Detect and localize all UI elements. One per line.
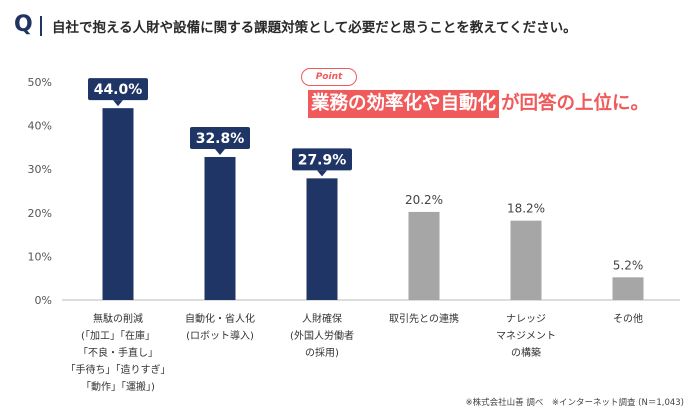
category-label: (「加工」「在庫」 [81, 329, 155, 342]
data-label: 20.2% [405, 193, 443, 207]
question-text: 自社で抱える人財や設備に関する課題対策として必要だと思うことを教えてください。 [52, 20, 577, 36]
y-tick-label: 0% [35, 294, 52, 307]
data-label: 32.8% [196, 131, 245, 147]
y-tick-label: 20% [28, 207, 52, 220]
point-badge: Point [301, 68, 357, 86]
data-label: 27.9% [298, 152, 347, 168]
category-label: 「不良・手直し」 [78, 346, 158, 359]
bar [510, 220, 542, 300]
y-tick-label: 30% [28, 163, 52, 176]
value-label-box [292, 148, 352, 171]
y-tick-label: 40% [28, 120, 52, 133]
category-label: の採用) [305, 346, 339, 359]
value-label-box [88, 78, 148, 101]
value-label-pointer [215, 148, 225, 155]
question-mark-label: Q [14, 12, 33, 37]
category-label: 人財確保 [302, 312, 342, 325]
category-label: 「手待ち」「造りすぎ」 [66, 363, 171, 376]
bar [204, 156, 236, 300]
category-label: の構築 [511, 346, 541, 359]
category-label: (ロボット導入) [186, 329, 254, 342]
category-label: 自動化・省人化 [185, 312, 255, 325]
data-label: 5.2% [613, 258, 644, 272]
callout-rest-text: が回答の上位に。 [501, 93, 650, 114]
value-label-box [190, 126, 250, 149]
y-tick-label: 50% [28, 76, 52, 89]
category-label: 取引先との連携 [389, 312, 459, 325]
question-divider [40, 16, 42, 36]
bar [306, 178, 338, 300]
value-label-pointer [317, 170, 327, 177]
category-label: その他 [613, 312, 643, 325]
bar [102, 108, 134, 300]
bar [612, 277, 644, 300]
bar [408, 211, 440, 300]
y-tick-label: 10% [28, 250, 52, 263]
value-label-pointer [113, 100, 123, 107]
data-label: 18.2% [507, 202, 545, 216]
category-label: マネジメント [496, 330, 556, 342]
category-label: ナレッジ [506, 313, 546, 325]
category-label: 「動作」「運搬」) [81, 380, 155, 393]
callout-highlight-text: 業務の効率化や自動化 [308, 90, 500, 118]
source-note: ※株式会社山善 調べ ※インターネット調査 (N＝1,043) [465, 398, 684, 408]
category-label: 無駄の削減 [93, 312, 143, 325]
data-label: 44.0% [94, 82, 143, 98]
category-label: (外国人労働者 [290, 329, 354, 342]
